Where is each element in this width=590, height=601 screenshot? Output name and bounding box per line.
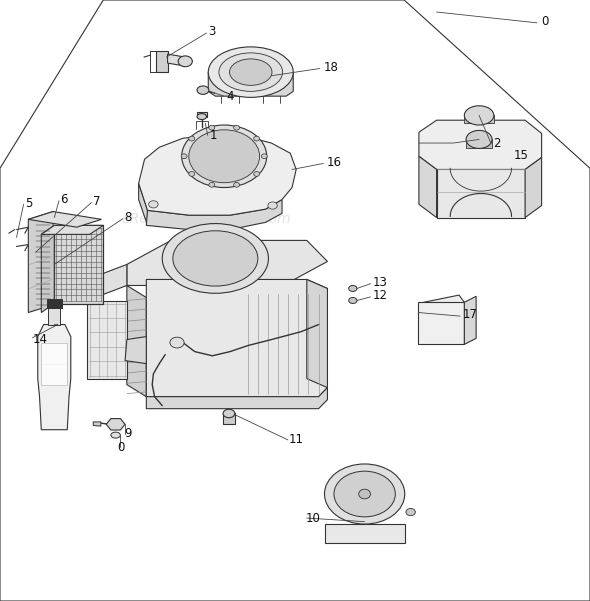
Polygon shape (324, 524, 405, 543)
Polygon shape (127, 240, 327, 285)
Ellipse shape (219, 53, 283, 91)
Ellipse shape (181, 154, 187, 159)
Ellipse shape (208, 47, 293, 97)
Ellipse shape (182, 125, 267, 188)
Polygon shape (419, 156, 437, 218)
Ellipse shape (334, 471, 395, 517)
Polygon shape (48, 308, 60, 325)
Polygon shape (54, 225, 103, 304)
Text: 7: 7 (93, 195, 101, 208)
Polygon shape (35, 222, 50, 308)
Polygon shape (28, 212, 53, 313)
Ellipse shape (197, 86, 209, 94)
Text: 15: 15 (513, 148, 528, 162)
Polygon shape (156, 51, 168, 72)
Ellipse shape (261, 154, 267, 159)
Polygon shape (41, 225, 103, 234)
Text: 9: 9 (124, 427, 132, 441)
Polygon shape (146, 200, 282, 230)
Polygon shape (419, 120, 542, 169)
Ellipse shape (268, 202, 277, 209)
Text: 2: 2 (493, 136, 501, 150)
Polygon shape (41, 225, 54, 313)
Polygon shape (223, 413, 235, 424)
Polygon shape (424, 295, 464, 310)
Ellipse shape (189, 136, 195, 141)
Ellipse shape (178, 56, 192, 67)
Ellipse shape (149, 201, 158, 208)
Ellipse shape (173, 231, 258, 286)
Polygon shape (106, 418, 125, 430)
Text: 16: 16 (327, 156, 342, 169)
Ellipse shape (349, 297, 357, 304)
Ellipse shape (234, 125, 240, 130)
Text: 6: 6 (60, 193, 68, 206)
Polygon shape (139, 183, 148, 225)
Polygon shape (38, 325, 71, 430)
Polygon shape (418, 302, 464, 344)
Text: 11: 11 (289, 433, 304, 447)
Text: eReplacementParts.com: eReplacementParts.com (122, 212, 291, 227)
Polygon shape (93, 422, 101, 426)
Ellipse shape (464, 106, 494, 125)
Polygon shape (87, 300, 127, 379)
Polygon shape (28, 212, 101, 227)
Polygon shape (464, 296, 476, 344)
Polygon shape (197, 112, 206, 117)
Polygon shape (208, 72, 293, 96)
Ellipse shape (111, 432, 120, 438)
Text: 0: 0 (117, 441, 124, 454)
Ellipse shape (254, 171, 260, 176)
Polygon shape (41, 343, 67, 385)
Polygon shape (307, 279, 327, 388)
Ellipse shape (170, 337, 184, 348)
Polygon shape (146, 388, 327, 409)
Text: 8: 8 (124, 211, 131, 224)
Ellipse shape (189, 130, 260, 183)
Ellipse shape (162, 224, 268, 293)
Ellipse shape (197, 114, 206, 120)
Text: 10: 10 (306, 511, 320, 525)
Ellipse shape (466, 130, 492, 148)
Polygon shape (466, 139, 492, 148)
Polygon shape (127, 285, 146, 397)
Text: 1: 1 (210, 129, 218, 142)
Polygon shape (146, 279, 327, 397)
Text: 4: 4 (227, 90, 234, 103)
Text: 13: 13 (373, 276, 388, 289)
Ellipse shape (223, 409, 235, 418)
Ellipse shape (324, 464, 405, 524)
Text: 14: 14 (32, 333, 47, 346)
Polygon shape (525, 157, 542, 218)
Ellipse shape (349, 285, 357, 291)
Ellipse shape (359, 489, 371, 499)
Polygon shape (437, 169, 525, 218)
Polygon shape (47, 299, 62, 308)
Text: 12: 12 (373, 289, 388, 302)
Text: 5: 5 (25, 197, 32, 210)
Ellipse shape (234, 183, 240, 188)
Ellipse shape (254, 136, 260, 141)
Ellipse shape (230, 59, 272, 85)
Ellipse shape (406, 508, 415, 516)
Polygon shape (87, 264, 127, 300)
Polygon shape (125, 337, 146, 364)
Polygon shape (464, 115, 494, 123)
Polygon shape (139, 135, 296, 215)
Text: 18: 18 (323, 61, 338, 74)
Ellipse shape (209, 125, 215, 130)
Ellipse shape (189, 171, 195, 176)
Ellipse shape (209, 183, 215, 188)
Polygon shape (168, 54, 185, 66)
Text: 0: 0 (542, 15, 549, 28)
Text: 17: 17 (463, 308, 477, 322)
Text: 3: 3 (208, 25, 215, 38)
